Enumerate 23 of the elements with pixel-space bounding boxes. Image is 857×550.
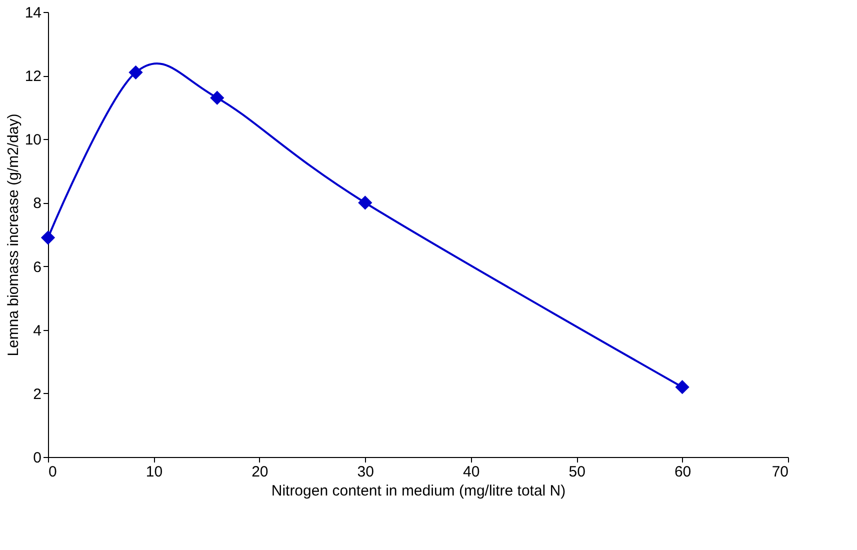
y-tick-label: 10 (24, 132, 42, 149)
x-tick-label: 40 (463, 464, 480, 480)
x-tick-label: 60 (674, 464, 692, 480)
y-tick-label: 12 (24, 68, 42, 86)
y-tick-label: 6 (33, 258, 42, 276)
y-tick-label: 8 (33, 195, 42, 212)
point (210, 90, 224, 105)
x-tick-label: 10 (146, 464, 163, 480)
y-tick-label: 14 (24, 4, 42, 22)
x-tick-label: 0 (48, 464, 57, 480)
point (40, 230, 56, 245)
x-tick-label: 20 (252, 464, 268, 480)
y-tick-label: 0 (33, 450, 42, 466)
x-tick-label: 70 (772, 464, 788, 480)
point (358, 196, 372, 210)
point (128, 65, 143, 80)
x-tick-label: 50 (568, 464, 586, 480)
x-axis-title: Nitrogen content in medium (mg/litre total N) (271, 482, 566, 500)
x-tick-label: 30 (357, 464, 374, 480)
y-axis-title: Lemna biomass increase (g/m2/day) (4, 114, 22, 356)
y-tick-label: 2 (33, 386, 42, 403)
y-tick-label: 4 (33, 322, 42, 340)
point (675, 380, 690, 394)
